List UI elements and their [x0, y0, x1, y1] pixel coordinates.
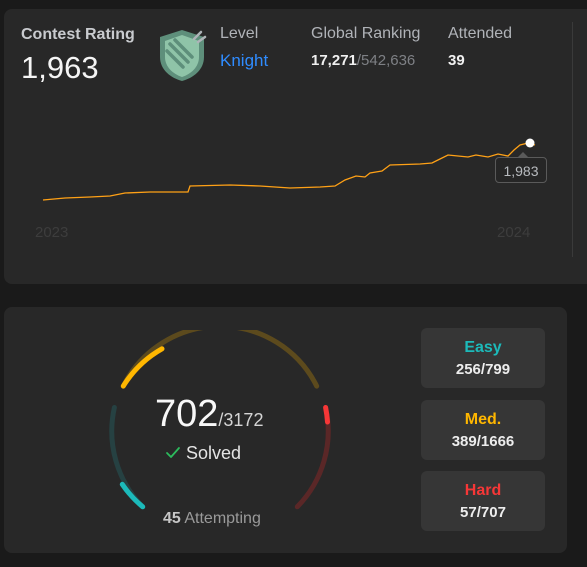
contest-rating-card: [4, 9, 587, 284]
global-ranking-value: 17,271/542,636: [311, 52, 415, 69]
knight-badge-icon: [160, 30, 207, 81]
contest-rating-value: 1,963: [21, 50, 99, 85]
hard-value: 57/707: [460, 504, 506, 521]
hard-stat-box[interactable]: Hard 57/707: [421, 471, 545, 531]
solved-progress-gauge: [109, 330, 331, 510]
easy-stat-box[interactable]: Easy 256/799: [421, 328, 545, 388]
global-ranking-label: Global Ranking: [311, 25, 421, 42]
easy-value: 256/799: [455, 361, 511, 378]
rating-history-chart[interactable]: [0, 0, 587, 300]
x-axis-year-start: 2023: [35, 224, 69, 241]
medium-label: Med.: [464, 411, 502, 428]
total-problems: /3172: [218, 410, 264, 430]
hard-progress-arc: [323, 405, 330, 425]
solved-number: 702: [155, 393, 219, 435]
medium-stat-box[interactable]: Med. 389/1666: [421, 400, 545, 460]
attended-label: Attended: [448, 25, 513, 42]
attempting-label: Attempting: [180, 510, 261, 527]
global-rank: 17,271: [311, 52, 357, 69]
level-value: Knight: [220, 51, 269, 70]
check-icon: [166, 447, 180, 458]
medium-track-arc: [120, 330, 320, 389]
attempting-text: 45 Attempting: [163, 510, 261, 528]
rating-tooltip: 1,983: [495, 157, 547, 183]
attended-value: 39: [448, 52, 465, 69]
medium-progress-arc: [120, 346, 165, 389]
divider: [572, 22, 573, 257]
contest-rating-label: Contest Rating: [21, 26, 135, 43]
solved-count: 702/3172: [155, 393, 263, 436]
medium-value: 389/1666: [451, 433, 515, 450]
level-label: Level: [220, 25, 259, 42]
easy-label: Easy: [464, 339, 502, 356]
rating-history-line[interactable]: [42, 142, 536, 201]
rating-current-point[interactable]: [525, 138, 535, 148]
x-axis-year-end: 2024: [497, 224, 531, 241]
hard-label: Hard: [464, 482, 502, 499]
attempting-count: 45: [163, 510, 181, 527]
hard-track-arc: [294, 405, 331, 510]
solved-label: Solved: [186, 443, 242, 463]
easy-progress-arc: [119, 481, 146, 510]
global-rank-total: /542,636: [356, 52, 416, 69]
tooltip-arrow: [518, 152, 528, 157]
